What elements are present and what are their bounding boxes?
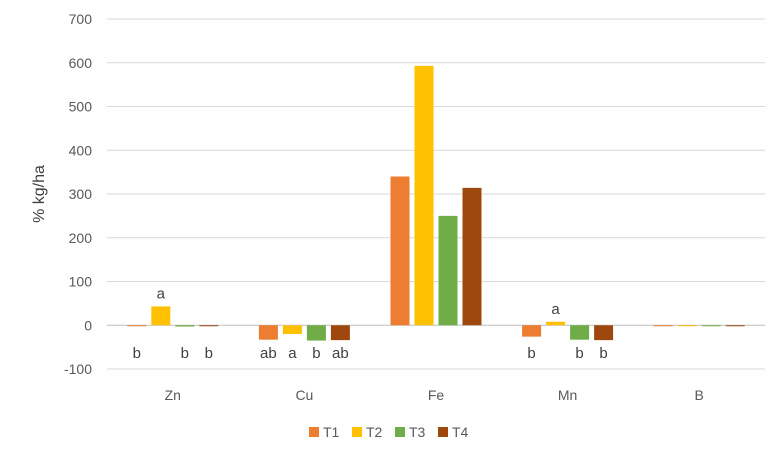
y-tick-label: 700 [69, 11, 93, 27]
bar-t3-mn [570, 325, 590, 340]
legend-swatch-t2 [352, 427, 362, 437]
legend-label-t1: T1 [323, 424, 340, 440]
significance-letter: ab [332, 345, 349, 362]
legend-swatch-t4 [438, 427, 448, 437]
bar-t4-fe [462, 187, 482, 326]
x-category-label: Zn [165, 387, 181, 403]
bar-t1-fe [390, 176, 410, 326]
legend-label-t4: T4 [452, 424, 469, 440]
bar-t3-fe [438, 215, 458, 326]
y-axis-label: % kg/ha [31, 165, 48, 223]
bar-t1-mn [522, 325, 542, 337]
significance-letter: b [133, 345, 141, 362]
bar-t2-b [677, 325, 697, 327]
bar-t1-zn [127, 325, 147, 327]
significance-letter: b [599, 345, 607, 362]
bar-t4-mn [594, 325, 614, 341]
bar-t1-b [653, 325, 673, 327]
x-category-label: B [695, 387, 704, 403]
y-tick-label: 300 [69, 186, 93, 202]
y-tick-label: 600 [69, 55, 93, 71]
y-tick-label: 500 [69, 99, 93, 115]
significance-letter: ab [260, 345, 277, 362]
significance-letter: b [205, 345, 213, 362]
bar-t2-cu [282, 325, 302, 334]
bar-t3-b [701, 325, 721, 327]
x-category-label: Mn [558, 387, 577, 403]
significance-letter: a [288, 345, 297, 362]
legend-swatch-t3 [395, 427, 405, 437]
y-tick-label: 0 [84, 317, 92, 333]
y-tick-label: 200 [69, 230, 93, 246]
legend-swatch-t1 [309, 427, 319, 437]
y-tick-label: -100 [64, 361, 92, 377]
legend-label-t2: T2 [366, 424, 383, 440]
bar-t4-b [725, 325, 745, 327]
x-category-label: Fe [428, 387, 445, 403]
significance-letter: b [575, 345, 583, 362]
bar-t3-zn [175, 325, 195, 327]
legend-label-t3: T3 [409, 424, 426, 440]
x-category-label: Cu [295, 387, 313, 403]
bar-t1-cu [258, 325, 278, 340]
y-tick-label: 100 [69, 274, 93, 290]
bars [127, 65, 745, 341]
bar-t4-cu [330, 325, 350, 341]
significance-letter: a [157, 285, 166, 302]
significance-letter: a [551, 301, 560, 318]
bar-t2-zn [151, 306, 171, 326]
significance-letter: b [527, 345, 535, 362]
gridlines [107, 18, 765, 370]
y-axis-tick-labels: -100 0 100 200 300 400 500 600 700 [64, 11, 92, 377]
bar-t4-zn [199, 325, 219, 327]
bar-t2-mn [546, 321, 566, 326]
significance-letter: b [312, 345, 320, 362]
significance-letter: b [181, 345, 189, 362]
bar-t2-fe [414, 65, 434, 326]
significance-letters: bab b ab a b ab bab b [133, 285, 608, 362]
x-axis-category-labels: Zn Cu Fe Mn B [165, 387, 704, 403]
y-tick-label: 400 [69, 142, 93, 158]
bar-t3-cu [306, 325, 326, 341]
legend: T1 T2 T3 T4 [309, 424, 469, 440]
